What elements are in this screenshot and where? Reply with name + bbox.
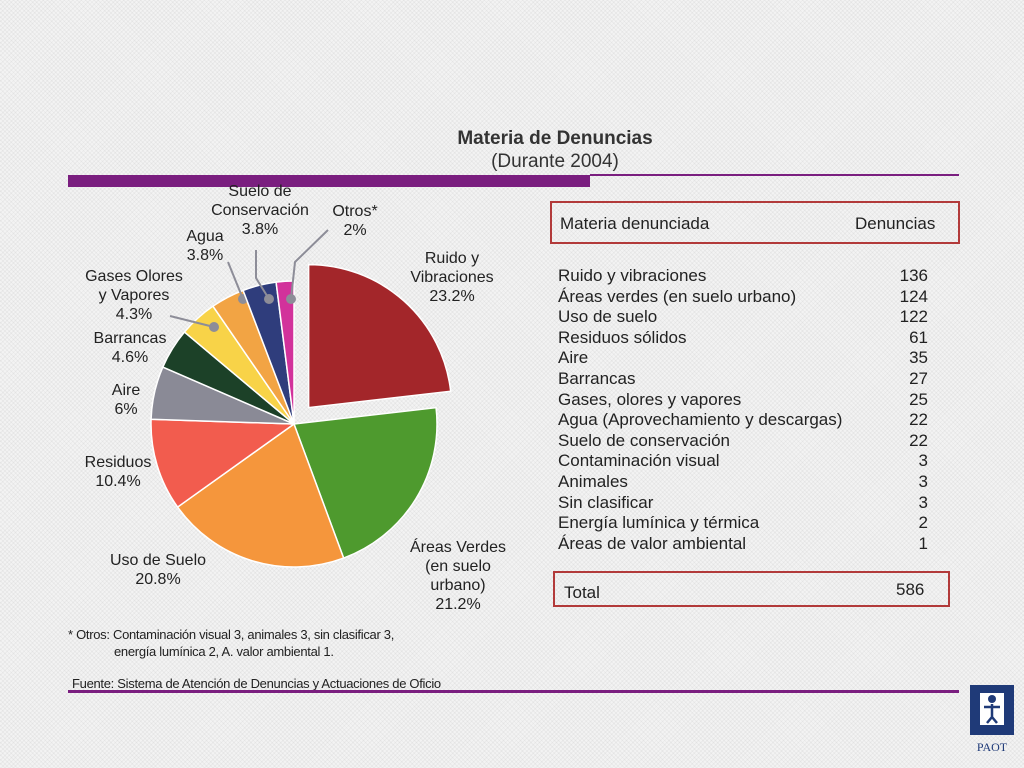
- pie-slice-label: Agua 3.8%: [186, 228, 223, 264]
- table-row-label: Contaminación visual: [558, 451, 720, 471]
- table-row-label: Sin clasificar: [558, 492, 654, 512]
- table-row: Sin clasificar 3: [558, 493, 928, 514]
- table-row-value: 27: [909, 368, 928, 388]
- table-row-label: Energía lumínica y térmica: [558, 513, 760, 533]
- leader-line: [169, 315, 215, 328]
- table-row: Gases, olores y vapores 25: [558, 390, 928, 411]
- paot-logo: PAOT: [970, 685, 1014, 754]
- total-label: Total: [564, 583, 600, 602]
- pie-slice: [307, 263, 452, 409]
- table-row: Áreas de valor ambiental 1: [558, 534, 928, 555]
- table-row-label: Gases, olores y vapores: [558, 389, 742, 409]
- table-row-label: Agua (Aprovechamiento y descargas): [558, 410, 843, 430]
- table-row-value: 22: [909, 410, 928, 430]
- pie-slice: [275, 280, 295, 425]
- table-row-label: Áreas de valor ambiental: [558, 533, 747, 553]
- table-row: Suelo de conservación 22: [558, 431, 928, 452]
- table-row-value: 61: [909, 327, 928, 347]
- table-row-label: Suelo de conservación: [558, 430, 731, 450]
- table-header-label: Materia denunciada: [560, 214, 710, 233]
- table-row: Residuos sólidos 61: [558, 328, 928, 349]
- table-row-label: Aire: [558, 348, 589, 368]
- table-row-value: 122: [899, 307, 928, 327]
- footnote-line-1: * Otros: Contaminación visual 3, animale…: [68, 627, 395, 642]
- table-row-label: Barrancas: [558, 368, 636, 388]
- table-total-box: [553, 571, 950, 607]
- pie-slice-label: Residuos 10.4%: [85, 454, 152, 490]
- table-row: Áreas verdes (en suelo urbano) 124: [558, 287, 928, 308]
- pie-slice: [176, 422, 345, 568]
- table-row-value: 22: [909, 430, 928, 450]
- leader-dot: [209, 322, 219, 332]
- leader-line: [255, 250, 270, 300]
- header-divider: [590, 174, 959, 176]
- pie-slice-label: Áreas Verdes (en suelo urbano) 21.2%: [410, 537, 506, 613]
- footnote-line-2: energía lumínica 2, A. valor ambiental 1…: [114, 644, 334, 659]
- table-row-value: 3: [918, 471, 928, 491]
- pie-slice-label: Suelo de Conservación 3.8%: [211, 183, 309, 238]
- table-row: Animales 3: [558, 472, 928, 493]
- logo-figure-body: [984, 704, 1000, 724]
- chart-title: Materia de Denuncias: [457, 128, 653, 149]
- header-band: [68, 175, 590, 187]
- chart-subtitle: (Durante 2004): [491, 151, 619, 172]
- table-row: Uso de suelo 122: [558, 307, 928, 328]
- logo-text: PAOT: [977, 740, 1008, 754]
- table-row-value: 25: [909, 389, 928, 409]
- table-row-label: Áreas verdes (en suelo urbano): [558, 286, 797, 306]
- data-table: Ruido y vibraciones 136 Áreas verdes (en s…: [558, 266, 928, 554]
- source-note: Fuente: Sistema de Atención de Denuncias…: [72, 676, 441, 691]
- table-row-value: 124: [899, 286, 928, 306]
- table-row-value: 35: [909, 348, 928, 368]
- leader-line: [290, 229, 329, 300]
- table-row: Ruido y vibraciones 136: [558, 266, 928, 287]
- pie-slice-label: Uso de Suelo 20.8%: [110, 552, 206, 588]
- leader-dot: [264, 294, 274, 304]
- table-row: Energía lumínica y térmica 2: [558, 513, 928, 534]
- total-value: 586: [896, 580, 925, 599]
- table-header-box: [550, 201, 960, 244]
- table-row-value: 2: [918, 513, 928, 533]
- pie-slice-label: Ruido y Vibraciones 23.2%: [410, 250, 493, 305]
- table-row-value: 1: [918, 533, 928, 553]
- pie-slice: [150, 418, 297, 509]
- source-divider: [68, 690, 959, 693]
- table-row-label: Residuos sólidos: [558, 327, 687, 347]
- table-row-label: Ruido y vibraciones: [558, 266, 707, 285]
- table-row: Agua (Aprovechamiento y descargas) 22: [558, 410, 928, 431]
- table-row-value: 136: [899, 266, 928, 285]
- pie-slice-label: Gases Olores y Vapores 4.3%: [85, 268, 183, 323]
- logo-figure-head: [988, 695, 996, 703]
- pie-slice-label: Barrancas 4.6%: [94, 330, 167, 366]
- table-row-value: 3: [918, 451, 928, 471]
- table-row: Contaminación visual 3: [558, 451, 928, 472]
- leader-dot: [286, 294, 296, 304]
- pie-slice-label: Aire 6%: [112, 382, 141, 418]
- table-row: Aire 35: [558, 348, 928, 369]
- table-row: Barrancas 27: [558, 369, 928, 390]
- table-row-value: 3: [918, 492, 928, 512]
- pie-slice-label: Otros* 2%: [332, 203, 377, 239]
- table-row-label: Uso de suelo: [558, 307, 658, 327]
- table-row-label: Animales: [558, 471, 628, 491]
- table-header-value: Denuncias: [855, 214, 936, 233]
- leader-line: [227, 261, 244, 300]
